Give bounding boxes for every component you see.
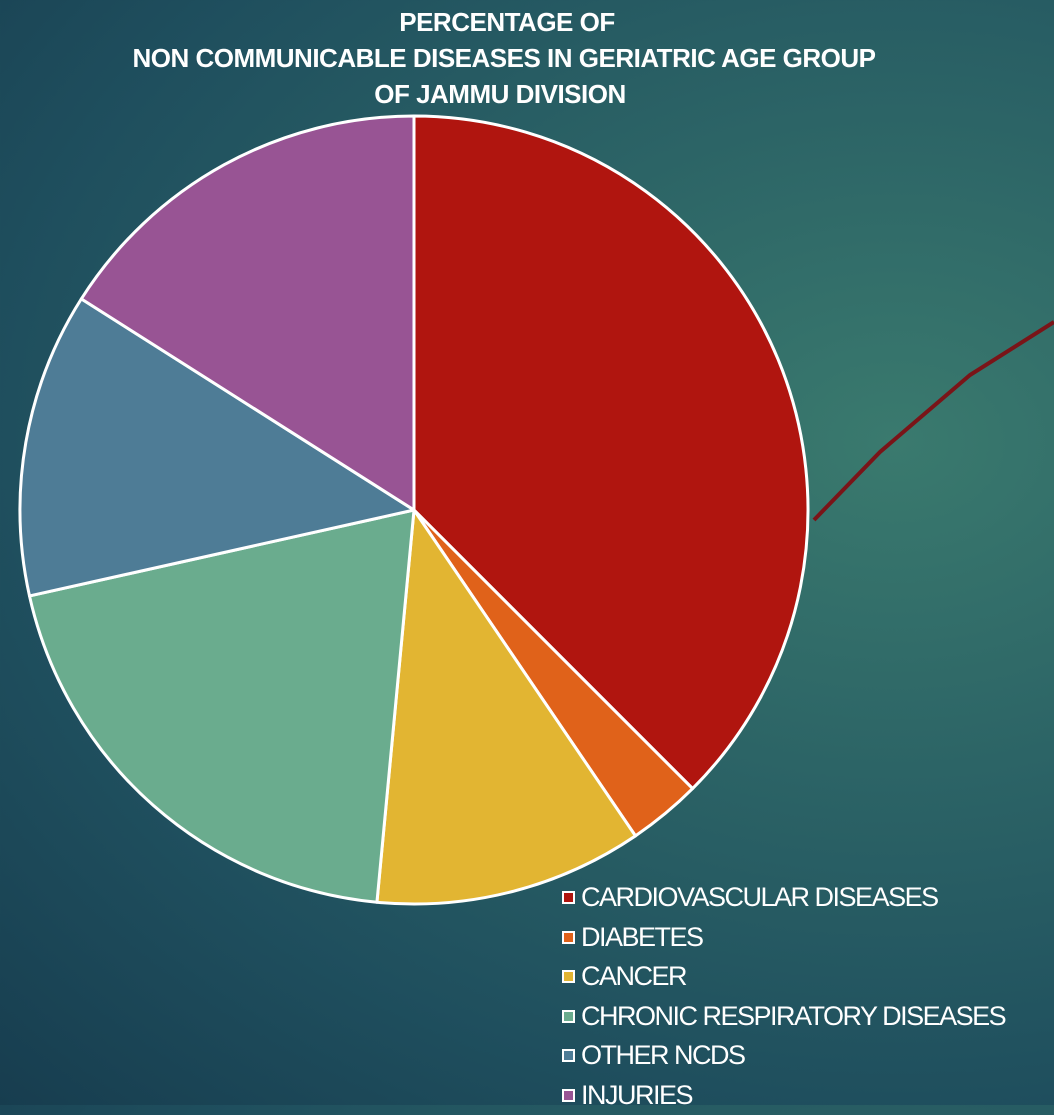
legend-item-chronic-respiratory-diseases[interactable]: CHRONIC RESPIRATORY DISEASES bbox=[562, 997, 1005, 1037]
legend-item-diabetes[interactable]: DIABETES bbox=[562, 918, 1005, 958]
chart-title-line-3: OF JAMMU DIVISION bbox=[374, 79, 626, 109]
legend-item-cancer[interactable]: CANCER bbox=[562, 957, 1005, 997]
legend-label: DIABETES bbox=[581, 922, 703, 953]
legend-item-injuries[interactable]: INJURIES bbox=[562, 1076, 1005, 1115]
pie-slices bbox=[20, 116, 808, 904]
legend-swatch bbox=[562, 1010, 575, 1023]
legend-label: CHRONIC RESPIRATORY DISEASES bbox=[581, 1001, 1005, 1032]
background-trend-line bbox=[814, 322, 1054, 520]
legend-swatch bbox=[562, 1049, 575, 1062]
legend-item-cardiovascular-diseases[interactable]: CARDIOVASCULAR DISEASES bbox=[562, 878, 1005, 918]
legend-label: CANCER bbox=[581, 961, 686, 992]
legend-swatch bbox=[562, 1089, 575, 1102]
legend-label: OTHER NCDS bbox=[581, 1040, 745, 1071]
chart-legend: CARDIOVASCULAR DISEASES DIABETES CANCER … bbox=[562, 878, 1005, 1115]
legend-label: CARDIOVASCULAR DISEASES bbox=[581, 882, 938, 913]
legend-item-other-ncds[interactable]: OTHER NCDS bbox=[562, 1036, 1005, 1076]
chart-title-line-1: PERCENTAGE OF bbox=[399, 7, 614, 37]
legend-swatch bbox=[562, 970, 575, 983]
legend-swatch bbox=[562, 931, 575, 944]
chart-title-line-2: NON COMMUNICABLE DISEASES IN GERIATRIC A… bbox=[132, 43, 875, 73]
legend-label: INJURIES bbox=[581, 1080, 692, 1111]
legend-swatch bbox=[562, 891, 575, 904]
